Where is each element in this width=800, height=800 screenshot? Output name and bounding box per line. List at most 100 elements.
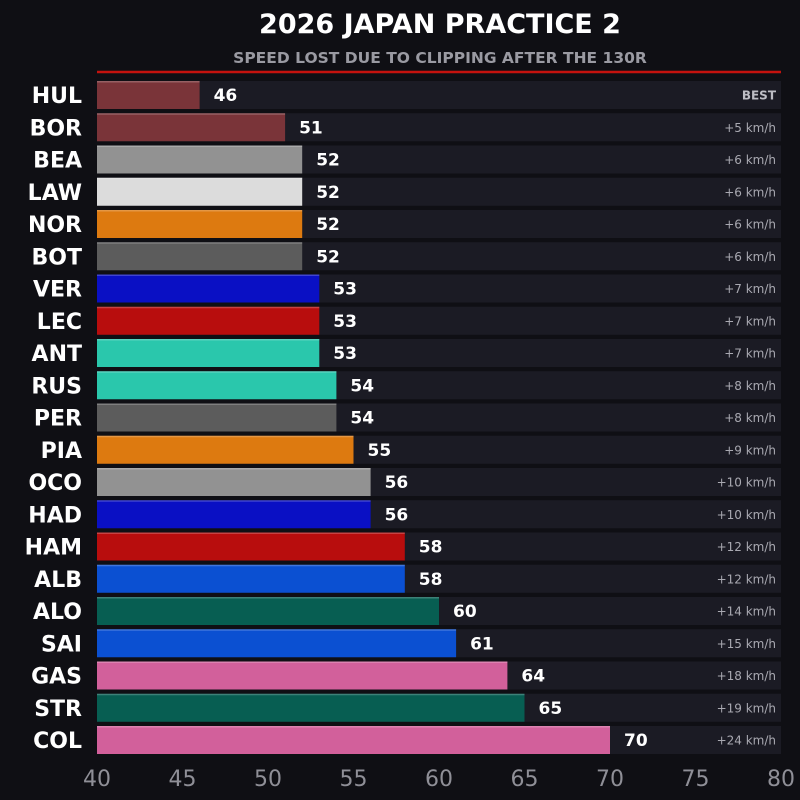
x-tick-label: 55 [340, 767, 368, 792]
driver-label: BOT [32, 245, 82, 270]
bar-row: RUS 54 +8 km/h [31, 371, 781, 400]
bar [97, 726, 610, 754]
bar-row: GAS 64 +18 km/h [31, 661, 781, 690]
bar-highlight [97, 306, 320, 309]
driver-label: PIA [41, 439, 82, 464]
bar-highlight [97, 435, 354, 438]
bar-rows: HUL 46 BEST BOR 51 +5 km/h BEA 52 +6 km/h LAW 52 +6… [25, 81, 781, 754]
value-label: 53 [333, 312, 357, 332]
value-label: 52 [316, 151, 340, 171]
driver-label: OCO [28, 471, 82, 496]
bar-highlight [97, 145, 303, 147]
bar-row: PER 54 +8 km/h [34, 403, 781, 432]
driver-label: BOR [30, 116, 82, 141]
x-tick-label: 60 [425, 767, 453, 792]
delta-label: BEST [742, 89, 777, 103]
chart-title: 2026 JAPAN PRACTICE 2 [259, 9, 621, 40]
bar-row: VER 53 +7 km/h [33, 274, 781, 303]
value-label: 64 [521, 667, 545, 687]
driver-label: ALO [33, 600, 82, 625]
bar-highlight [97, 468, 371, 470]
bar-row: ANT 53 +7 km/h [32, 339, 781, 367]
bar [97, 435, 354, 464]
bar-row: OCO 56 +10 km/h [28, 468, 781, 496]
bar-highlight [97, 693, 525, 696]
x-tick-label: 45 [169, 767, 197, 792]
bar-row: LAW 52 +6 km/h [28, 177, 781, 206]
bar-row: BOT 52 +6 km/h [32, 242, 781, 271]
bar-row: PIA 55 +9 km/h [41, 435, 781, 464]
bar-highlight [97, 629, 457, 631]
bar-highlight [97, 210, 303, 212]
delta-label: +6 km/h [724, 153, 776, 167]
bar [97, 210, 303, 238]
bar-highlight [97, 242, 303, 244]
driver-label: STR [34, 697, 82, 722]
bar-row: HUL 46 BEST [32, 81, 781, 109]
delta-label: +12 km/h [717, 540, 776, 554]
driver-label: BEA [33, 149, 82, 174]
delta-label: +12 km/h [717, 572, 776, 586]
bar [97, 113, 286, 142]
delta-label: +7 km/h [724, 314, 776, 328]
bar [97, 532, 405, 561]
bar [97, 81, 200, 109]
bar-row: NOR 52 +6 km/h [28, 210, 781, 238]
delta-label: +9 km/h [724, 443, 776, 457]
value-label: 52 [316, 215, 340, 235]
bar [97, 693, 525, 722]
bar-row: ALB 58 +12 km/h [34, 564, 781, 593]
value-label: 53 [333, 344, 357, 364]
driver-label: LEC [37, 310, 82, 335]
bar [97, 339, 320, 367]
bar [97, 306, 320, 335]
value-label: 58 [419, 538, 443, 558]
bar-highlight [97, 177, 303, 180]
delta-label: +10 km/h [717, 476, 776, 490]
bar [97, 145, 303, 174]
bar-highlight [97, 113, 286, 115]
x-tick-label: 75 [682, 767, 710, 792]
delta-label: +14 km/h [717, 605, 776, 619]
delta-label: +15 km/h [717, 637, 776, 651]
bar-row: STR 65 +19 km/h [34, 693, 781, 722]
driver-label: RUS [31, 374, 82, 399]
driver-label: ALB [34, 568, 82, 593]
delta-label: +6 km/h [724, 250, 776, 264]
value-label: 58 [419, 570, 443, 590]
bar-row: HAM 58 +12 km/h [25, 532, 781, 561]
bar [97, 500, 371, 529]
bar [97, 597, 439, 625]
value-label: 52 [316, 247, 340, 267]
delta-label: +8 km/h [724, 411, 776, 425]
bar-highlight [97, 81, 200, 83]
bar-highlight [97, 403, 337, 405]
bar [97, 274, 320, 303]
driver-label: HAM [25, 536, 82, 561]
driver-label: COL [33, 729, 82, 754]
value-label: 55 [368, 441, 392, 461]
value-label: 51 [299, 118, 323, 138]
bar [97, 629, 457, 658]
x-tick-label: 40 [83, 767, 111, 792]
delta-label: +18 km/h [717, 669, 776, 683]
bar-highlight [97, 371, 337, 373]
bar-row: BEA 52 +6 km/h [33, 145, 781, 174]
bar-highlight [97, 661, 508, 663]
bar-highlight [97, 726, 610, 728]
driver-label: ANT [32, 342, 82, 367]
driver-label: GAS [31, 665, 82, 690]
bar-highlight [97, 564, 405, 567]
chart-subtitle: SPEED LOST DUE TO CLIPPING AFTER THE 130… [233, 49, 647, 67]
bar-row: BOR 51 +5 km/h [30, 113, 781, 142]
driver-label: HUL [32, 84, 82, 109]
driver-label: HAD [28, 503, 82, 528]
value-label: 56 [385, 505, 409, 525]
bar-highlight [97, 532, 405, 534]
delta-label: +6 km/h [724, 218, 776, 232]
value-label: 53 [333, 280, 357, 300]
bar-row: SAI 61 +15 km/h [41, 629, 781, 658]
bar-highlight [97, 500, 371, 502]
driver-label: PER [34, 407, 82, 432]
